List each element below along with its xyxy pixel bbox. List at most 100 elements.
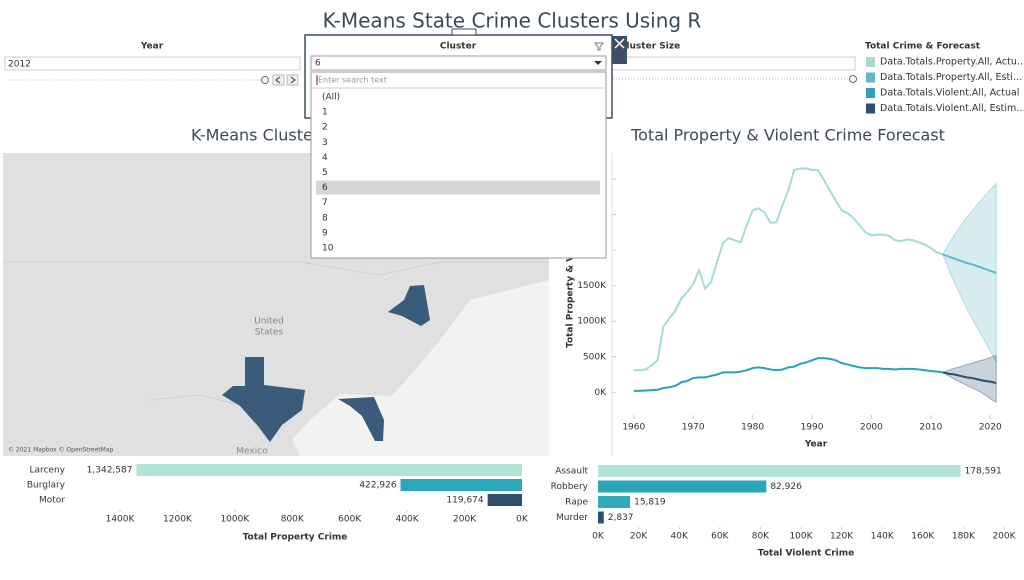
- bar[interactable]: [487, 494, 522, 506]
- value-label: 119,674: [446, 496, 483, 506]
- close-button[interactable]: [612, 36, 627, 64]
- x-tick-label: 200K: [992, 532, 1016, 542]
- x-tick-label: 0K: [516, 515, 529, 525]
- legend-swatch[interactable]: [866, 88, 875, 98]
- legend-swatch[interactable]: [866, 103, 875, 114]
- x-tick-label: 0K: [592, 532, 605, 542]
- legend-label[interactable]: Data.Totals.Property.All, Esti…: [880, 72, 1022, 83]
- legend-swatch[interactable]: [866, 57, 875, 67]
- category-label: Motor: [39, 496, 65, 506]
- dropdown-option[interactable]: 4: [322, 153, 328, 163]
- year-handle[interactable]: [261, 76, 269, 84]
- bar[interactable]: [598, 511, 604, 524]
- dropdown-option[interactable]: 2: [322, 123, 328, 133]
- size-handle[interactable]: [849, 75, 857, 83]
- x-tick-label: 2000: [860, 423, 883, 433]
- y-tick-label: 1000K: [577, 317, 607, 327]
- prev-icon: [275, 76, 281, 84]
- next-button[interactable]: [286, 74, 299, 86]
- y-tick-label: 1500K: [577, 281, 607, 291]
- value-label: 422,926: [359, 481, 396, 491]
- year-value[interactable]: 2012: [8, 60, 31, 70]
- y-tick-label: 500K: [583, 352, 607, 362]
- dropdown-option[interactable]: 9: [322, 228, 328, 238]
- dropdown-option[interactable]: 1: [322, 108, 328, 118]
- filter-icon[interactable]: [594, 42, 604, 51]
- series-line: [942, 371, 997, 385]
- map-label: States: [255, 328, 284, 338]
- legend-label[interactable]: Data.Totals.Violent.All, Estim…: [880, 103, 1024, 114]
- dropdown-option[interactable]: 3: [322, 138, 328, 148]
- x-axis-title: Total Property Crime: [243, 533, 348, 543]
- year-input[interactable]: [4, 56, 301, 71]
- x-tick-label: 800K: [281, 515, 305, 525]
- cluster-value[interactable]: 6: [315, 59, 321, 69]
- series-line: [942, 253, 997, 274]
- state-new-york[interactable]: [388, 285, 430, 326]
- bar[interactable]: [598, 496, 631, 508]
- category-label: Murder: [556, 513, 588, 523]
- option-highlight: [316, 180, 600, 195]
- forecast-band: [941, 354, 997, 404]
- x-tick-label: 20K: [630, 532, 648, 542]
- x-tick-label: 400K: [396, 515, 420, 525]
- legend-label[interactable]: Data.Totals.Violent.All, Actual: [880, 88, 1019, 99]
- panel-title: Total Property & Violent Crime Forecast: [630, 126, 945, 145]
- x-tick-label: 200K: [453, 515, 477, 525]
- series-line: [633, 167, 944, 372]
- drag-handle[interactable]: [451, 28, 477, 36]
- dropdown-option[interactable]: (All): [322, 93, 340, 103]
- map-label: United: [254, 317, 284, 327]
- dropdown-list: [310, 71, 607, 259]
- bar[interactable]: [598, 465, 961, 477]
- legend-label[interactable]: Data.Totals.Property.All, Actu…: [880, 57, 1024, 68]
- x-tick-label: 180K: [952, 532, 976, 542]
- legend-title: Total Crime & Forecast: [865, 42, 981, 52]
- next-icon: [290, 76, 296, 84]
- dashboard-title: K-Means State Crime Clusters Using R: [323, 9, 702, 33]
- x-tick-label: 60K: [711, 532, 729, 542]
- bar[interactable]: [598, 480, 767, 493]
- close-icon: [614, 38, 625, 49]
- x-tick-label: 1400K: [106, 515, 136, 525]
- bar[interactable]: [400, 479, 522, 491]
- category-label: Larceny: [29, 466, 65, 476]
- value-label: 178,591: [965, 467, 1002, 477]
- category-label: Assault: [555, 467, 588, 477]
- dropdown-option[interactable]: 8: [322, 213, 328, 223]
- caret: [594, 61, 602, 65]
- search-placeholder[interactable]: Enter search text: [318, 76, 387, 85]
- cluster-input[interactable]: [310, 55, 607, 71]
- dropdown-option[interactable]: 10: [322, 244, 334, 254]
- x-tick-label: 1000K: [220, 515, 250, 525]
- x-axis-title: Year: [804, 440, 828, 450]
- dropdown-option[interactable]: 5: [322, 168, 328, 178]
- dropdown-option[interactable]: 7: [322, 198, 328, 208]
- legend-swatch[interactable]: [866, 72, 875, 83]
- filter-label: Year: [140, 42, 164, 52]
- map-border: [3, 261, 549, 276]
- size-input[interactable]: [609, 56, 856, 71]
- value-label: 2,837: [608, 513, 634, 523]
- category-label: Robbery: [551, 482, 589, 492]
- state-florida[interactable]: [338, 397, 384, 441]
- x-tick-label: 160K: [911, 532, 935, 542]
- bar[interactable]: [136, 464, 523, 476]
- x-tick-label: 1970: [682, 423, 705, 433]
- filter-label: Cluster Size: [620, 42, 680, 52]
- panel-title: K-Means Cluster: [191, 126, 320, 145]
- x-tick-label: 140K: [871, 532, 895, 542]
- x-tick-label: 2010: [919, 423, 942, 433]
- x-axis-title: Total Violent Crime: [758, 549, 854, 559]
- map-label: Mexico: [236, 447, 268, 457]
- x-tick-label: 600K: [338, 515, 362, 525]
- series-line: [633, 357, 943, 392]
- value-label: 82,926: [770, 482, 802, 492]
- x-tick-label: 1200K: [163, 515, 193, 525]
- dropdown-option[interactable]: 6: [322, 183, 328, 193]
- state-texas[interactable]: [222, 357, 305, 442]
- x-tick-label: 80K: [752, 532, 770, 542]
- prev-button[interactable]: [272, 74, 285, 86]
